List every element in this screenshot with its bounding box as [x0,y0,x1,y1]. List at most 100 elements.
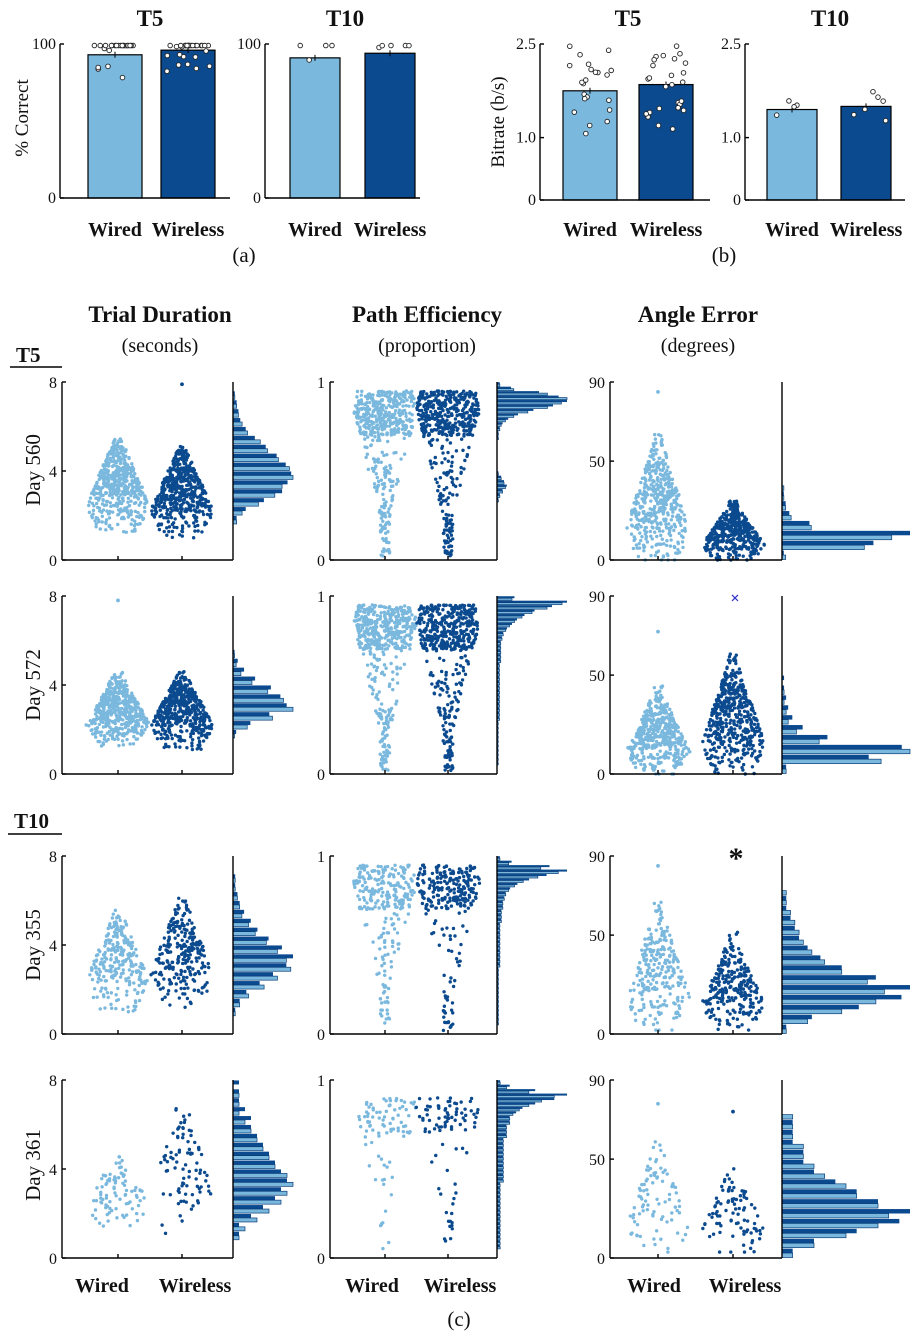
point-wired [644,530,649,534]
point-wireless [174,480,179,484]
point-wired [98,496,102,500]
point-wireless [161,715,165,719]
point-wired [662,517,666,522]
point-wired [93,727,98,731]
point-wireless [447,545,451,549]
point-wired [380,732,385,736]
point-wired [140,715,144,719]
point-wireless [751,550,755,555]
point-wired [407,633,411,637]
point-wireless [164,707,168,712]
point-wired [120,739,125,743]
point-wired [658,472,662,476]
hist-bar-wireless [233,426,246,431]
point-wired [390,636,394,641]
point-wireless [417,398,422,403]
point-wireless [451,493,455,497]
point-wireless [721,539,726,543]
point-wireless [186,695,191,699]
point-wired [625,526,629,530]
point-wired [643,471,648,475]
point-wireless [736,520,741,525]
point-wired [129,509,133,513]
data-point [588,66,594,73]
point-wireless [181,493,186,498]
point-wired [378,407,382,411]
point-wireless [179,695,184,699]
point-wireless [179,471,184,476]
point-wireless [175,525,179,530]
point-wireless [198,705,203,709]
point-wired [383,620,387,625]
point-wireless [441,451,445,455]
point-wired [375,613,379,618]
hist-bar-wireless [233,515,237,520]
y-tick-label: 0 [597,553,605,570]
point-wired [655,522,660,526]
point-wireless [152,515,157,519]
point-wired [646,487,650,491]
point-wired [362,412,366,417]
point-wired [371,393,375,397]
data-point [604,72,610,78]
x-tick-label-wireless: Wireless [152,219,225,241]
point-wireless [180,534,184,538]
point-wireless [449,433,454,438]
point-wireless [166,469,170,473]
point-wireless [460,391,464,396]
point-wired [670,477,675,482]
point-wireless [433,455,437,460]
point-wired [383,393,387,398]
point-wireless [451,537,455,541]
point-wired [391,670,395,674]
point-wired [358,425,362,429]
point-wired [682,513,686,517]
point-wireless [449,393,453,397]
point-wired [387,547,391,552]
point-wired [116,522,120,527]
point-wired [136,722,141,727]
point-wireless [180,529,185,534]
point-wired [653,530,657,534]
point-wireless [196,523,200,528]
point-wired [127,504,131,508]
point-wireless [194,518,198,522]
point-wired [375,643,379,647]
point-wireless [192,492,196,496]
point-wireless [459,437,464,441]
point-wireless [162,478,167,483]
point-wired [377,400,381,404]
hist-bar-wired [232,421,243,427]
point-wired [410,425,414,430]
point-wired [384,540,389,545]
point-wired [397,618,402,623]
point-wired [395,667,399,671]
point-wired [370,603,375,607]
point-wireless [444,522,448,526]
point-wireless [448,554,452,558]
point-wireless [194,695,199,699]
point-wired [405,622,409,626]
hist-bar-wired [232,430,248,436]
point-wireless [166,704,171,708]
point-wired [374,625,379,629]
point-wired [366,435,370,439]
point-wired [131,718,136,722]
point-wireless [184,685,188,689]
point-wired [403,635,407,639]
point-wireless [469,423,473,428]
point-wireless [175,673,180,677]
point-wireless [452,392,456,397]
bar-wireless [364,52,416,199]
point-wireless [428,394,432,398]
point-wireless [472,418,476,422]
point-wireless [741,554,745,558]
point-wired [659,477,663,481]
point-wired [358,645,362,649]
x-tick-label-wireless: Wireless [830,219,903,241]
point-wireless [189,461,193,466]
point-wired [109,712,114,716]
data-point [192,54,199,60]
hist-bar-wireless [782,530,910,536]
